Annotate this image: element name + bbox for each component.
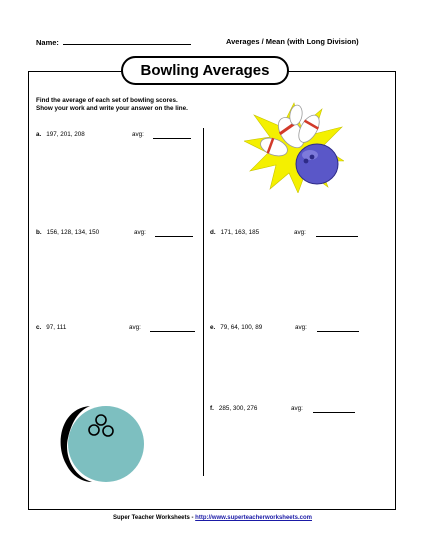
- answer-line[interactable]: [317, 331, 359, 332]
- problem-letter: a.: [36, 131, 42, 138]
- problem-letter: e.: [210, 324, 216, 331]
- avg-label: avg:: [295, 324, 307, 331]
- bowling-ball-icon: [60, 406, 144, 482]
- instructions-line-1: Find the average of each set of bowling …: [36, 97, 178, 104]
- problem-letter: b.: [36, 229, 42, 236]
- answer-line[interactable]: [313, 412, 355, 413]
- name-field: Name:: [36, 37, 191, 47]
- instructions-line-2: Show your work and write your answer on …: [36, 105, 188, 113]
- column-divider: [203, 128, 204, 476]
- worksheet-title: Bowling Averages: [121, 56, 289, 85]
- instructions: Find the average of each set of bowling …: [36, 97, 188, 114]
- footer-link[interactable]: http://www.superteacherworksheets.com: [195, 515, 312, 521]
- footer-brand: Super Teacher Worksheets: [113, 515, 190, 521]
- name-label: Name:: [36, 38, 59, 47]
- answer-line[interactable]: [155, 236, 193, 237]
- problem-numbers: 197, 201, 208: [46, 131, 85, 138]
- problem-c: c. 97, 111 avg:: [36, 324, 196, 332]
- problem-e: e. 79, 64, 100, 89 avg:: [210, 324, 370, 332]
- footer: Super Teacher Worksheets - http://www.su…: [0, 515, 425, 521]
- problem-f: f. 285, 300, 276 avg:: [210, 405, 370, 413]
- name-line[interactable]: [62, 37, 191, 45]
- problem-numbers: 285, 300, 276: [218, 405, 258, 412]
- avg-label: avg:: [291, 405, 303, 412]
- answer-line[interactable]: [316, 236, 358, 237]
- problem-letter: d.: [210, 229, 216, 236]
- answer-line[interactable]: [150, 331, 195, 332]
- avg-label: avg:: [134, 229, 146, 236]
- footer-separator: -: [189, 515, 196, 521]
- problem-numbers: 97, 111: [46, 324, 67, 331]
- answer-line[interactable]: [153, 138, 191, 139]
- bowling-strike-icon: [244, 102, 344, 193]
- problem-numbers: 156, 128, 134, 150: [46, 229, 100, 236]
- problem-b: b. 156, 128, 134, 150 avg:: [36, 229, 196, 237]
- problem-numbers: 171, 163, 185: [220, 229, 260, 236]
- problem-numbers: 79, 64, 100, 89: [220, 324, 263, 331]
- worksheet-topic: Averages / Mean (with Long Division): [226, 37, 359, 46]
- problem-letter: c.: [36, 324, 42, 331]
- avg-label: avg:: [132, 131, 144, 138]
- avg-label: avg:: [129, 324, 141, 331]
- problem-letter: f.: [210, 405, 214, 412]
- problem-a: a. 197, 201, 208 avg:: [36, 131, 196, 139]
- problem-d: d. 171, 163, 185 avg:: [210, 229, 370, 237]
- avg-label: avg:: [294, 229, 306, 236]
